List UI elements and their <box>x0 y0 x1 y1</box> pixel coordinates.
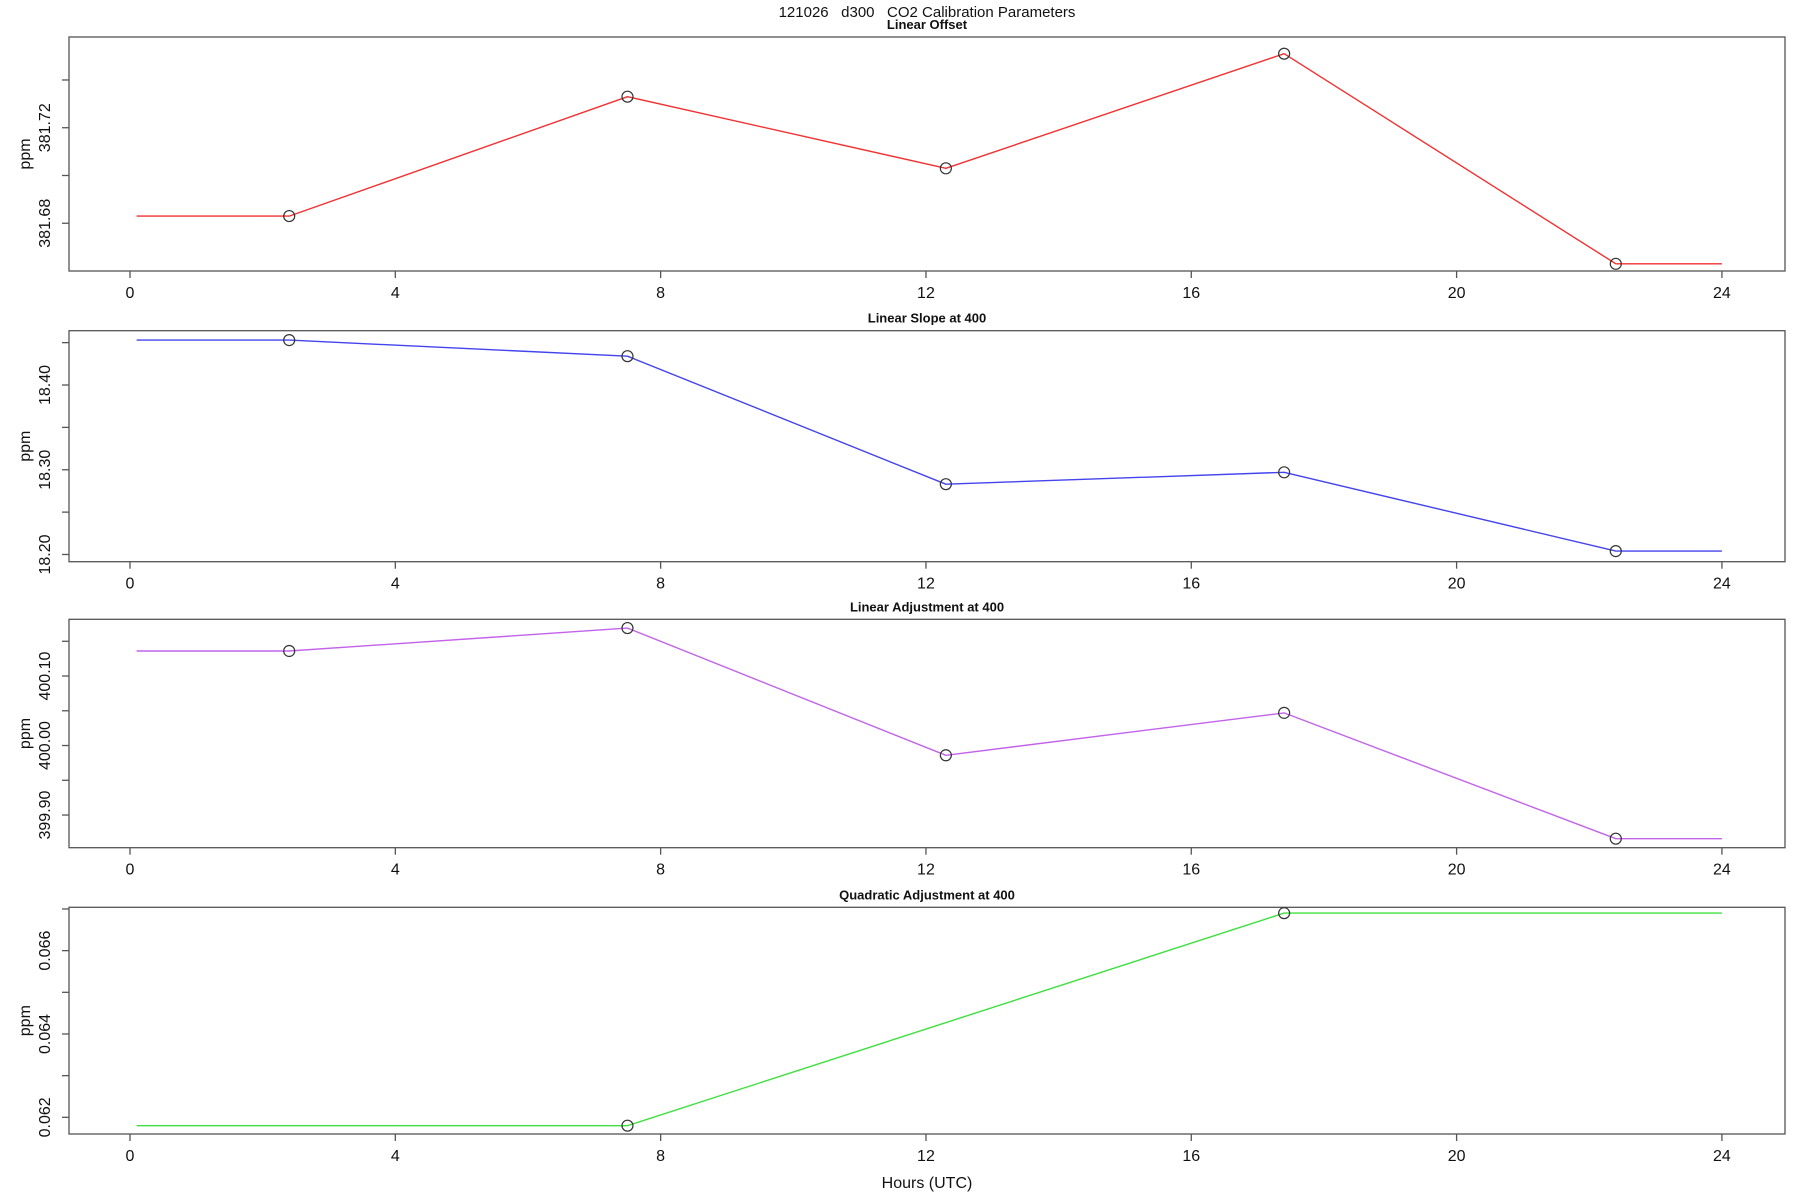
x-tick-label: 8 <box>656 1148 665 1165</box>
data-point-marker <box>1278 466 1291 479</box>
panel-title: Linear Adjustment at 400 <box>850 599 1004 614</box>
figure-title: 121026 d300 CO2 Calibration Parameters <box>778 4 1076 21</box>
panel-border <box>68 36 1786 272</box>
y-tick-label: 0.062 <box>37 1097 54 1137</box>
data-point-marker <box>1278 47 1291 60</box>
x-tick-label: 0 <box>126 576 135 593</box>
x-tick-label: 12 <box>917 862 935 879</box>
x-tick-label: 24 <box>1713 1148 1731 1165</box>
y-axis-title: ppm <box>17 1005 34 1036</box>
x-tick-label: 16 <box>1182 576 1200 593</box>
x-tick-label: 16 <box>1182 285 1200 302</box>
data-point-marker <box>939 162 952 175</box>
data-point-marker <box>1278 706 1291 719</box>
y-tick-label: 381.72 <box>37 103 54 152</box>
series-line <box>136 53 1722 265</box>
panel-title: Quadratic Adjustment at 400 <box>839 887 1015 902</box>
x-tick-label: 8 <box>656 576 665 593</box>
data-point-marker <box>283 209 296 223</box>
series-line <box>136 339 1722 552</box>
panel-4: 0 4 8 12 16 20 24 0.062 0.064 0.066 Quadratic Adju… <box>17 887 1786 1165</box>
panel-3: 0 4 8 12 16 20 24 399.90 400.00 400.10 Linear Adju… <box>17 599 1786 879</box>
data-point-marker <box>283 334 296 347</box>
panel-title: Linear Offset <box>887 17 968 32</box>
y-tick-label: 381.68 <box>37 199 54 248</box>
data-point-marker <box>621 621 634 635</box>
y-tick-label: 18.30 <box>37 450 54 490</box>
x-tick-label: 20 <box>1448 576 1466 593</box>
x-tick-label: 24 <box>1713 576 1731 593</box>
y-axis-title: ppm <box>17 718 34 749</box>
y-axis-title: ppm <box>17 138 34 169</box>
panel-title: Linear Slope at 400 <box>868 311 987 326</box>
data-point-marker <box>939 749 952 762</box>
panel-border <box>68 330 1786 563</box>
x-tick-label: 0 <box>126 285 135 302</box>
data-point-marker <box>621 1119 634 1132</box>
panel-2: 0 4 8 12 16 20 24 18.20 18.30 18.40 Linear Slope a… <box>17 311 1786 593</box>
x-tick-label: 12 <box>917 285 935 302</box>
y-tick-label: 399.90 <box>37 790 54 839</box>
x-tick-label: 16 <box>1182 1148 1200 1165</box>
y-tick-label: 400.10 <box>37 651 54 700</box>
data-point-marker <box>1609 545 1622 558</box>
panel-border <box>68 618 1786 849</box>
y-tick-label: 400.00 <box>37 721 54 770</box>
panel-border <box>68 906 1786 1135</box>
x-tick-label: 4 <box>391 576 400 593</box>
series-line <box>136 627 1722 840</box>
x-tick-label: 8 <box>656 285 665 302</box>
x-tick-label: 12 <box>917 1148 935 1165</box>
x-tick-label: 20 <box>1448 1148 1466 1165</box>
x-tick-label: 16 <box>1182 862 1200 879</box>
x-tick-label: 8 <box>656 862 665 879</box>
data-point-marker <box>283 644 296 658</box>
y-tick-label: 0.064 <box>37 1014 54 1054</box>
data-point-marker <box>1609 257 1622 270</box>
data-point-marker <box>1609 832 1622 845</box>
y-tick-label: 18.40 <box>37 365 54 405</box>
y-tick-label: 0.066 <box>37 931 54 971</box>
x-tick-label: 4 <box>391 1148 400 1165</box>
x-tick-label: 20 <box>1448 862 1466 879</box>
panel-1: 0 4 8 12 16 20 24 381.68 381.72 Linear Offset ppm <box>17 17 1786 302</box>
data-point-marker <box>621 90 634 103</box>
x-tick-label: 24 <box>1713 862 1731 879</box>
data-point-marker <box>1278 907 1291 920</box>
x-tick-label: 0 <box>126 1148 135 1165</box>
x-axis-title: Hours (UTC) <box>882 1175 973 1192</box>
data-point-marker <box>939 478 952 491</box>
series-line <box>136 912 1722 1127</box>
x-tick-label: 20 <box>1448 285 1466 302</box>
x-tick-label: 12 <box>917 576 935 593</box>
x-tick-label: 4 <box>391 862 400 879</box>
y-axis-title: ppm <box>17 431 34 462</box>
data-point-marker <box>621 350 634 363</box>
y-tick-label: 18.20 <box>37 534 54 574</box>
x-tick-label: 4 <box>391 285 400 302</box>
x-tick-label: 24 <box>1713 285 1731 302</box>
x-tick-label: 0 <box>126 862 135 879</box>
